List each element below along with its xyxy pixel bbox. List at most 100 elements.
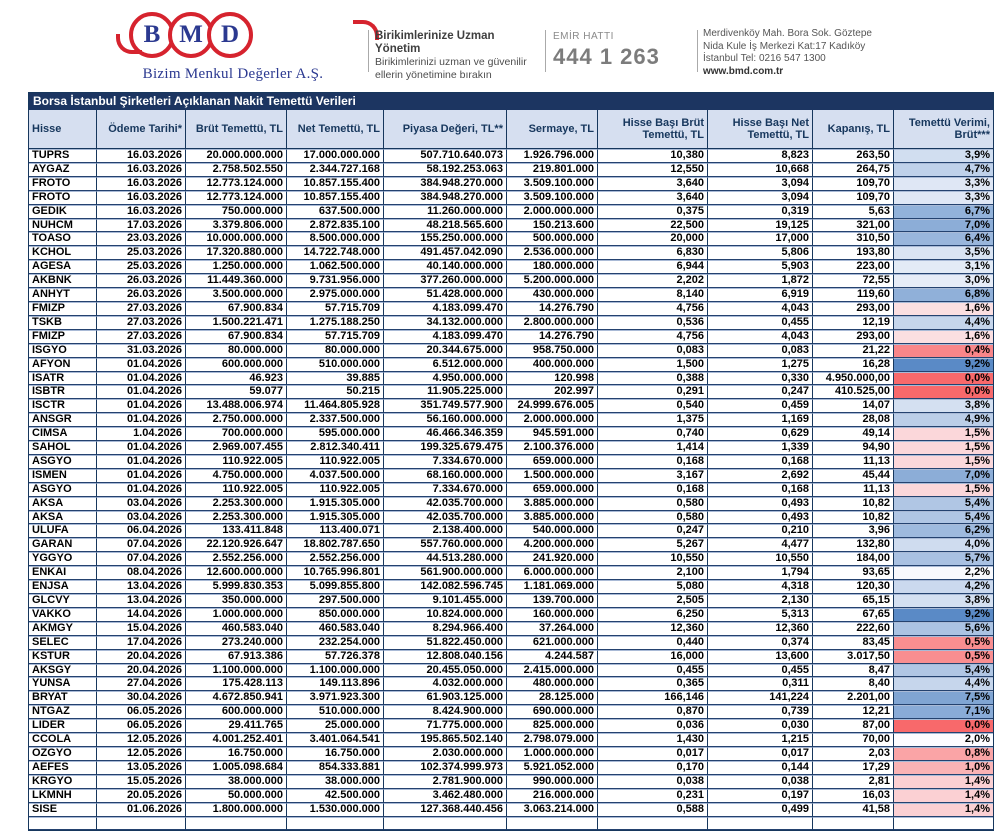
cell-piyasa-degeri: 7.334.670.000 xyxy=(384,454,507,469)
table-row: AKBNK 26.03.2026 11.449.360.000 9.731.956.0… xyxy=(29,274,993,289)
cell-sermaye: 1.000.000.000 xyxy=(507,746,598,761)
cell-odeme-tarihi: 31.03.2026 xyxy=(97,343,186,358)
slogan-line1: Birikimlerinizi uzman ve güvenilir xyxy=(375,56,527,68)
table-header-row: Hisse Ödeme Tarihi* Brüt Temettü, TL Net… xyxy=(29,110,993,149)
cell-brut-temettu: 3.500.000.000 xyxy=(186,288,287,302)
cell-hisse-basi-brut: 10,550 xyxy=(598,552,708,567)
cell-piyasa-degeri: 71.775.000.000 xyxy=(384,719,507,734)
cell-net-temettu: 1.915.305.000 xyxy=(287,496,384,511)
cell-odeme-tarihi: 01.04.2026 xyxy=(97,399,186,414)
cell-hisse: TOASO xyxy=(29,232,97,247)
cell-temettu-verimi: 3,8% xyxy=(894,399,993,414)
cell-hisse: AKSA xyxy=(29,496,97,511)
cell-odeme-tarihi: 27.03.2026 xyxy=(97,315,186,330)
cell-hisse-basi-net: 1,215 xyxy=(708,733,813,747)
cell-hisse-basi-brut: 6,250 xyxy=(598,607,708,622)
cell-brut-temettu: 350.000.000 xyxy=(186,594,287,608)
cell-sermaye: 160.000.000 xyxy=(507,607,598,622)
cell-odeme-tarihi: 27.04.2026 xyxy=(97,677,186,692)
address-line3: İstanbul Tel: 0216 547 1300 xyxy=(703,53,826,64)
cell-sermaye: 28.125.000 xyxy=(507,691,598,706)
order-line-number: 444 1 263 xyxy=(553,44,660,69)
table-row: TSKB 27.03.2026 1.500.221.471 1.275.188.250… xyxy=(29,315,993,330)
cell-brut-temettu: 5.999.830.353 xyxy=(186,580,287,594)
cell-temettu-verimi: 0,0% xyxy=(894,385,993,400)
cell-temettu-verimi: 0,0% xyxy=(894,371,993,386)
cell-kapanis: 65,15 xyxy=(813,594,894,608)
cell-piyasa-degeri: 384.948.270.000 xyxy=(384,190,507,205)
cell-hisse-basi-net: 4,043 xyxy=(708,301,813,316)
cell-hisse-basi-net: 0,455 xyxy=(708,315,813,330)
cell-hisse-basi-net: 2,130 xyxy=(708,594,813,608)
table-row: YGGYO 07.04.2026 2.552.256.000 2.552.256.00… xyxy=(29,552,993,567)
cell-net-temettu: 42.500.000 xyxy=(287,788,384,803)
cell-hisse-basi-net: 0,168 xyxy=(708,482,813,497)
cell-piyasa-degeri: 2.030.000.000 xyxy=(384,746,507,761)
cell-temettu-verimi: 3,0% xyxy=(894,274,993,289)
logo-letter-d: D xyxy=(220,21,240,48)
cell-net-temettu: 510.000.000 xyxy=(287,705,384,720)
cell-hisse: ANSGR xyxy=(29,413,97,428)
cell-brut-temettu: 110.922.005 xyxy=(186,482,287,497)
cell-sermaye: 1.181.069.000 xyxy=(507,580,598,594)
cell-sermaye: 1.500.000.000 xyxy=(507,468,598,483)
cell-kapanis: 16,28 xyxy=(813,357,894,372)
cell-sermaye: 825.000.000 xyxy=(507,719,598,734)
table-row: ISBTR 01.04.2026 59.077 50.215 11.905.225.00… xyxy=(29,385,993,400)
cell-hisse-basi-brut: 12,360 xyxy=(598,621,708,636)
cell-hisse: LKMNH xyxy=(29,788,97,803)
cell-net-temettu: 1.915.305.000 xyxy=(287,510,384,525)
cell-odeme-tarihi: 15.05.2026 xyxy=(97,774,186,789)
cell-sermaye: 4.200.000.000 xyxy=(507,538,598,553)
cell-net-temettu: 2.344.727.168 xyxy=(287,162,384,177)
table-row: GLCVY 13.04.2026 350.000.000 297.500.000 9.1… xyxy=(29,594,993,608)
cell-odeme-tarihi: 13.05.2026 xyxy=(97,760,186,775)
cell-hisse: VAKKO xyxy=(29,607,97,622)
cell-hisse: ASGYO xyxy=(29,482,97,497)
cell-net-temettu: 110.922.005 xyxy=(287,454,384,469)
cell-hisse-basi-brut: 0,247 xyxy=(598,524,708,539)
cell-kapanis: 10,82 xyxy=(813,496,894,511)
table-row: AKSA 03.04.2026 2.253.300.000 1.915.305.000… xyxy=(29,496,993,511)
cell-brut-temettu: 67.900.834 xyxy=(186,301,287,316)
cell-net-temettu: 1.530.000.000 xyxy=(287,802,384,817)
cell-hisse: ENKAI xyxy=(29,566,97,581)
cell-temettu-verimi: 6,8% xyxy=(894,288,993,302)
cell-temettu-verimi: 9,2% xyxy=(894,357,993,372)
cell-piyasa-degeri: 8.294.966.400 xyxy=(384,621,507,636)
table-row: VAKKO 14.04.2026 1.000.000.000 850.000.000 1… xyxy=(29,607,993,622)
cell-net-temettu: 11.464.805.928 xyxy=(287,399,384,414)
cell-hisse-basi-net: 4,043 xyxy=(708,329,813,344)
cell-piyasa-degeri: 61.903.125.000 xyxy=(384,691,507,706)
cell-kapanis: 293,00 xyxy=(813,329,894,344)
company-banner: B M D Bizim Menkul Değerler A.Ş. Birikim… xyxy=(0,0,994,92)
col-header-sermaye: Sermaye, TL xyxy=(507,110,598,149)
table-row: YUNSA 27.04.2026 175.428.113 149.113.896 4.0… xyxy=(29,677,993,692)
order-line-label: EMİR HATTI xyxy=(553,31,614,42)
cell-hisse-basi-net: 141,224 xyxy=(708,691,813,706)
cell-hisse-basi-brut: 0,291 xyxy=(598,385,708,400)
cell-hisse-basi-brut: 0,038 xyxy=(598,774,708,789)
cell-piyasa-degeri: 491.457.042.090 xyxy=(384,246,507,261)
cell-piyasa-degeri: 9.101.455.000 xyxy=(384,594,507,608)
cell-hisse: KCHOL xyxy=(29,246,97,261)
cell-sermaye: 5.921.052.000 xyxy=(507,760,598,775)
logo-letter-m: M xyxy=(179,21,203,48)
cell-hisse-basi-brut: 3,167 xyxy=(598,468,708,483)
table-row: AYGAZ 16.03.2026 2.758.502.550 2.344.727.16… xyxy=(29,162,993,177)
cell-hisse-basi-net: 0,493 xyxy=(708,496,813,511)
cell-sermaye: 3.509.100.000 xyxy=(507,176,598,191)
cell-temettu-verimi: 1,5% xyxy=(894,482,993,497)
cell-hisse: ASGYO xyxy=(29,454,97,469)
cell-odeme-tarihi: 27.03.2026 xyxy=(97,329,186,344)
cell-sermaye: 958.750.000 xyxy=(507,343,598,358)
website-link[interactable]: www.bmd.com.tr xyxy=(703,65,784,77)
cell-hisse-basi-net: 0,493 xyxy=(708,510,813,525)
cell-temettu-verimi: 6,4% xyxy=(894,232,993,247)
cell-temettu-verimi: 3,8% xyxy=(894,594,993,608)
cell-piyasa-degeri: 11.905.225.000 xyxy=(384,385,507,400)
cell-piyasa-degeri: 20.455.050.000 xyxy=(384,663,507,678)
table-row: KCHOL 25.03.2026 17.320.880.000 14.722.748.… xyxy=(29,246,993,261)
cell-brut-temettu: 4.001.252.401 xyxy=(186,733,287,747)
cell-temettu-verimi: 1,4% xyxy=(894,788,993,803)
